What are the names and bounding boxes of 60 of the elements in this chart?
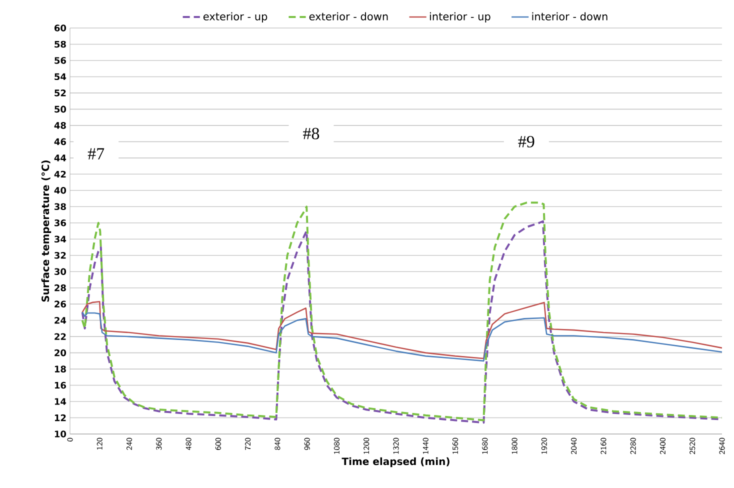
x-tick-label: 0 <box>67 438 73 442</box>
y-tick-label: 32 <box>54 252 66 259</box>
y-tick-label: 36 <box>54 219 66 226</box>
y-tick-label: 22 <box>54 333 66 340</box>
y-tick-label: 54 <box>54 73 66 80</box>
legend-label: exterior - up <box>203 12 268 22</box>
annotation: #8 <box>303 128 320 140</box>
x-tick-label: 2040 <box>571 438 577 454</box>
x-tick-label: 1200 <box>364 438 370 454</box>
x-axis-title: Time elapsed (min) <box>342 457 450 468</box>
y-tick-label: 60 <box>54 24 66 32</box>
line-series <box>82 312 722 362</box>
annotation: #9 <box>518 136 534 148</box>
x-tick-label: 480 <box>186 438 192 450</box>
x-tick-label: 240 <box>126 438 132 450</box>
x-tick-label: 2400 <box>660 438 666 454</box>
y-tick-label: 38 <box>54 203 66 210</box>
y-tick-label: 48 <box>54 122 66 129</box>
y-tick-label: 44 <box>54 154 66 162</box>
x-tick-label: 1080 <box>334 438 340 454</box>
y-tick-label: 18 <box>54 366 66 372</box>
y-tick-label: 42 <box>54 170 66 178</box>
y-tick-label: 46 <box>54 138 66 146</box>
x-tick-label: 1920 <box>541 438 547 454</box>
x-tick-label: 2160 <box>600 438 606 454</box>
y-tick-label: 56 <box>54 57 66 64</box>
legend-label: interior - up <box>430 12 490 22</box>
y-tick-label: 58 <box>54 40 66 48</box>
y-tick-label: 12 <box>54 414 66 422</box>
x-tick-label: 600 <box>215 438 221 450</box>
x-tick-label: 1680 <box>482 438 488 454</box>
x-tick-label: 1800 <box>512 438 518 454</box>
y-tick-label: 30 <box>54 268 66 275</box>
legend-label: interior - down <box>532 12 608 20</box>
y-tick-label: 26 <box>54 300 66 308</box>
y-axis-title: Surface temperature (°C) <box>41 160 52 302</box>
y-tick-label: 10 <box>54 430 66 438</box>
x-tick-label: 1560 <box>452 438 458 454</box>
x-tick-label: 120 <box>96 438 102 450</box>
x-tick-label: 2280 <box>630 438 636 454</box>
y-tick-label: 28 <box>54 284 66 292</box>
x-tick-label: 1320 <box>393 438 399 454</box>
y-tick-label: 50 <box>54 106 66 113</box>
legend-label: exterior - down <box>309 12 388 20</box>
annotation: #7 <box>88 148 104 160</box>
y-tick-label: 14 <box>54 398 66 405</box>
x-tick-label: 2520 <box>690 438 696 454</box>
x-tick-label: 1440 <box>422 438 428 454</box>
x-tick-label: 960 <box>304 438 310 450</box>
x-tick-label: 840 <box>274 438 280 450</box>
x-tick-label: 360 <box>156 438 162 450</box>
y-tick-label: 24 <box>54 316 66 324</box>
y-tick-label: 40 <box>54 186 66 194</box>
y-tick-label: 16 <box>54 382 66 389</box>
y-tick-label: 20 <box>54 349 66 356</box>
y-tick-label: 34 <box>54 236 66 243</box>
x-tick-label: 2640 <box>719 438 725 454</box>
y-tick-label: 52 <box>54 90 66 96</box>
x-tick-label: 720 <box>245 438 251 450</box>
line-series <box>82 300 722 360</box>
